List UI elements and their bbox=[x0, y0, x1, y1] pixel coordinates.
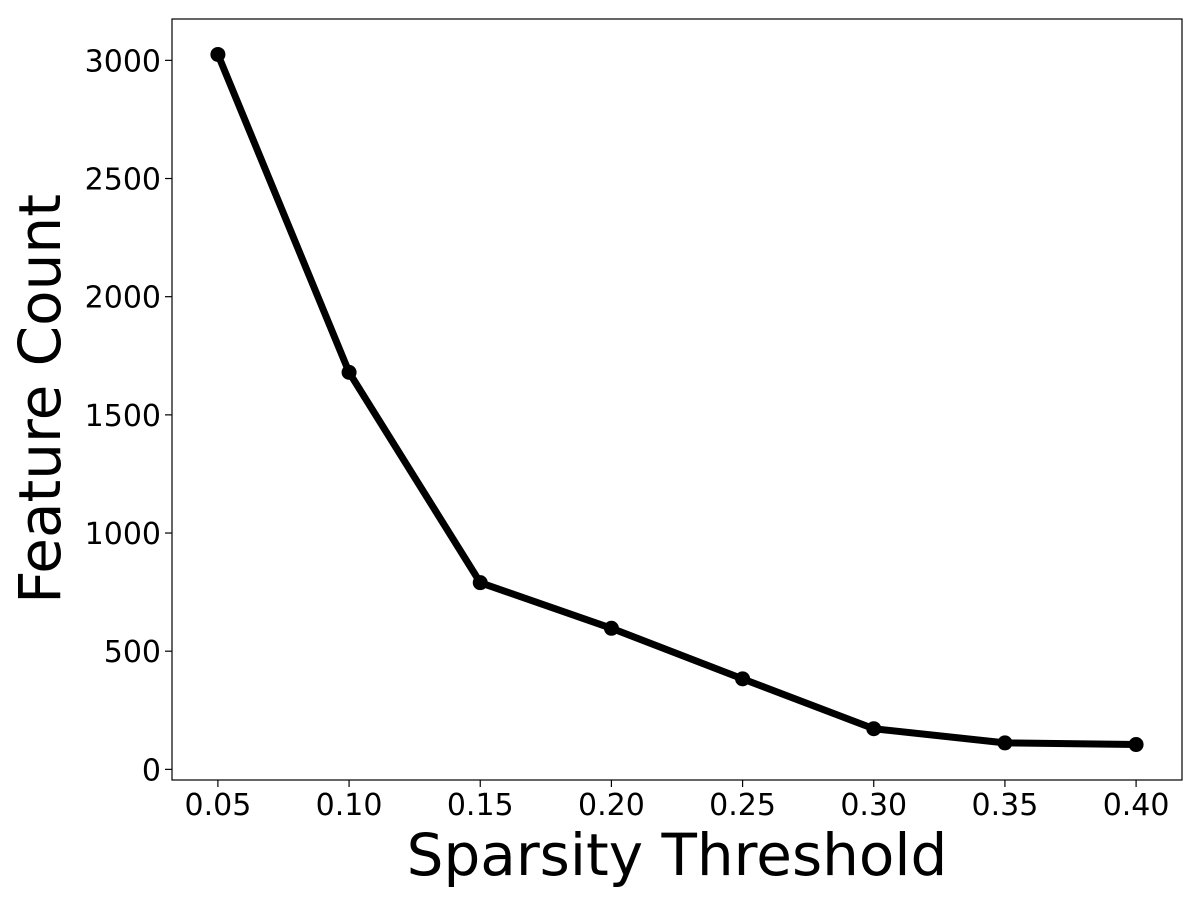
y-tick-label: 2000 bbox=[85, 281, 161, 316]
x-axis-ticks: 0.05 0.10 0.15 0.20 0.25 0.30 0.35 0.40 bbox=[185, 780, 1170, 823]
y-tick-label: 0 bbox=[142, 753, 161, 788]
series-line bbox=[214, 50, 1140, 749]
x-tick-label: 0.10 bbox=[316, 788, 383, 823]
x-axis-title: Sparsity Threshold bbox=[407, 821, 948, 889]
y-tick-label: 1000 bbox=[85, 517, 161, 552]
data-point bbox=[997, 735, 1013, 751]
data-point bbox=[472, 575, 488, 591]
y-tick-label: 2500 bbox=[85, 163, 161, 198]
y-axis-ticks: 0 500 1000 1500 2000 2500 3000 bbox=[85, 44, 172, 788]
data-point bbox=[341, 364, 357, 380]
y-axis-title: Feature Count bbox=[6, 194, 74, 604]
x-tick-label: 0.35 bbox=[972, 788, 1039, 823]
data-point bbox=[210, 46, 226, 62]
x-tick-label: 0.05 bbox=[185, 788, 252, 823]
data-point bbox=[603, 620, 619, 636]
y-tick-label: 1500 bbox=[85, 399, 161, 434]
y-tick-label: 500 bbox=[104, 635, 161, 670]
data-point bbox=[1128, 737, 1144, 753]
x-tick-label: 0.20 bbox=[578, 788, 645, 823]
series-layer bbox=[210, 46, 1144, 753]
data-point bbox=[735, 671, 751, 687]
x-tick-label: 0.25 bbox=[709, 788, 776, 823]
x-tick-label: 0.30 bbox=[840, 788, 907, 823]
x-tick-label: 0.15 bbox=[447, 788, 514, 823]
y-tick-label: 3000 bbox=[85, 44, 161, 79]
data-point bbox=[866, 721, 882, 737]
x-tick-label: 0.40 bbox=[1103, 788, 1170, 823]
plot-area-frame bbox=[171, 18, 1183, 781]
